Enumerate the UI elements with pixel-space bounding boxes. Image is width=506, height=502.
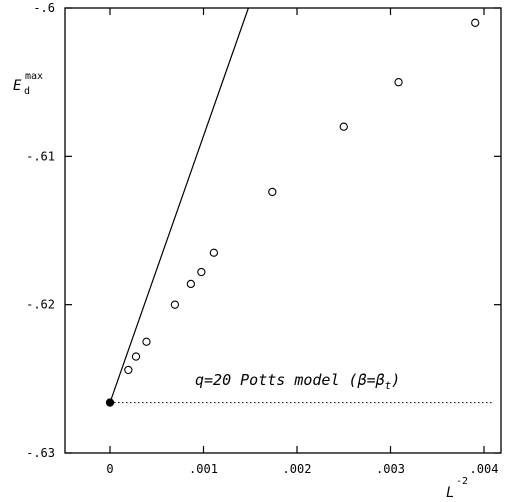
y-tick-label: -.63 — [26, 446, 55, 460]
annotation-sub-t: t — [385, 379, 392, 392]
annotation-equals: = — [367, 371, 376, 389]
y-tick-label: -.62 — [26, 298, 55, 312]
data-point — [339, 122, 348, 131]
data-point — [471, 18, 480, 27]
x-axis-label: L — [446, 485, 454, 501]
y-ticks — [65, 7, 501, 454]
y-axis-label-sub: d — [24, 86, 30, 97]
y-axis-label: E — [13, 78, 22, 94]
data-points — [105, 18, 480, 407]
data-point — [197, 267, 206, 277]
y-tick-labels: -.63 -.62 -.61 -.6 — [26, 1, 55, 460]
x-tick-label: .004 — [470, 462, 499, 476]
data-point — [170, 300, 180, 309]
data-point — [142, 337, 151, 346]
data-point — [209, 248, 219, 257]
annotation-close: ) — [391, 371, 400, 389]
data-point — [186, 279, 196, 289]
x-tick-label: .002 — [283, 462, 312, 476]
annotation: q=20 Potts model (β=βt) — [195, 371, 400, 392]
data-point-filled — [105, 398, 115, 407]
x-tick-label: 0 — [106, 462, 113, 476]
x-tick-label: .001 — [189, 462, 218, 476]
annotation-beta-t: β — [375, 371, 385, 389]
plot-frame — [64, 7, 502, 454]
x-axis-label-sup: -2 — [456, 476, 468, 487]
data-point — [268, 187, 277, 197]
data-point — [131, 352, 141, 361]
annotation-text: q=20 Potts model ( — [195, 371, 358, 389]
y-tick-label: -.61 — [26, 149, 55, 163]
annotation-beta: β — [357, 371, 367, 389]
y-axis-label-base: E — [13, 78, 22, 94]
y-axis-label-sup: max — [25, 71, 43, 82]
linear-fit-line — [109, 7, 249, 403]
data-point — [394, 78, 403, 87]
x-ticks — [109, 8, 485, 453]
x-tick-label: .003 — [376, 462, 405, 476]
data-point — [124, 365, 133, 375]
x-tick-labels: 0 .001 .002 .003 .004 — [106, 462, 498, 476]
y-tick-label: -.6 — [33, 1, 55, 15]
